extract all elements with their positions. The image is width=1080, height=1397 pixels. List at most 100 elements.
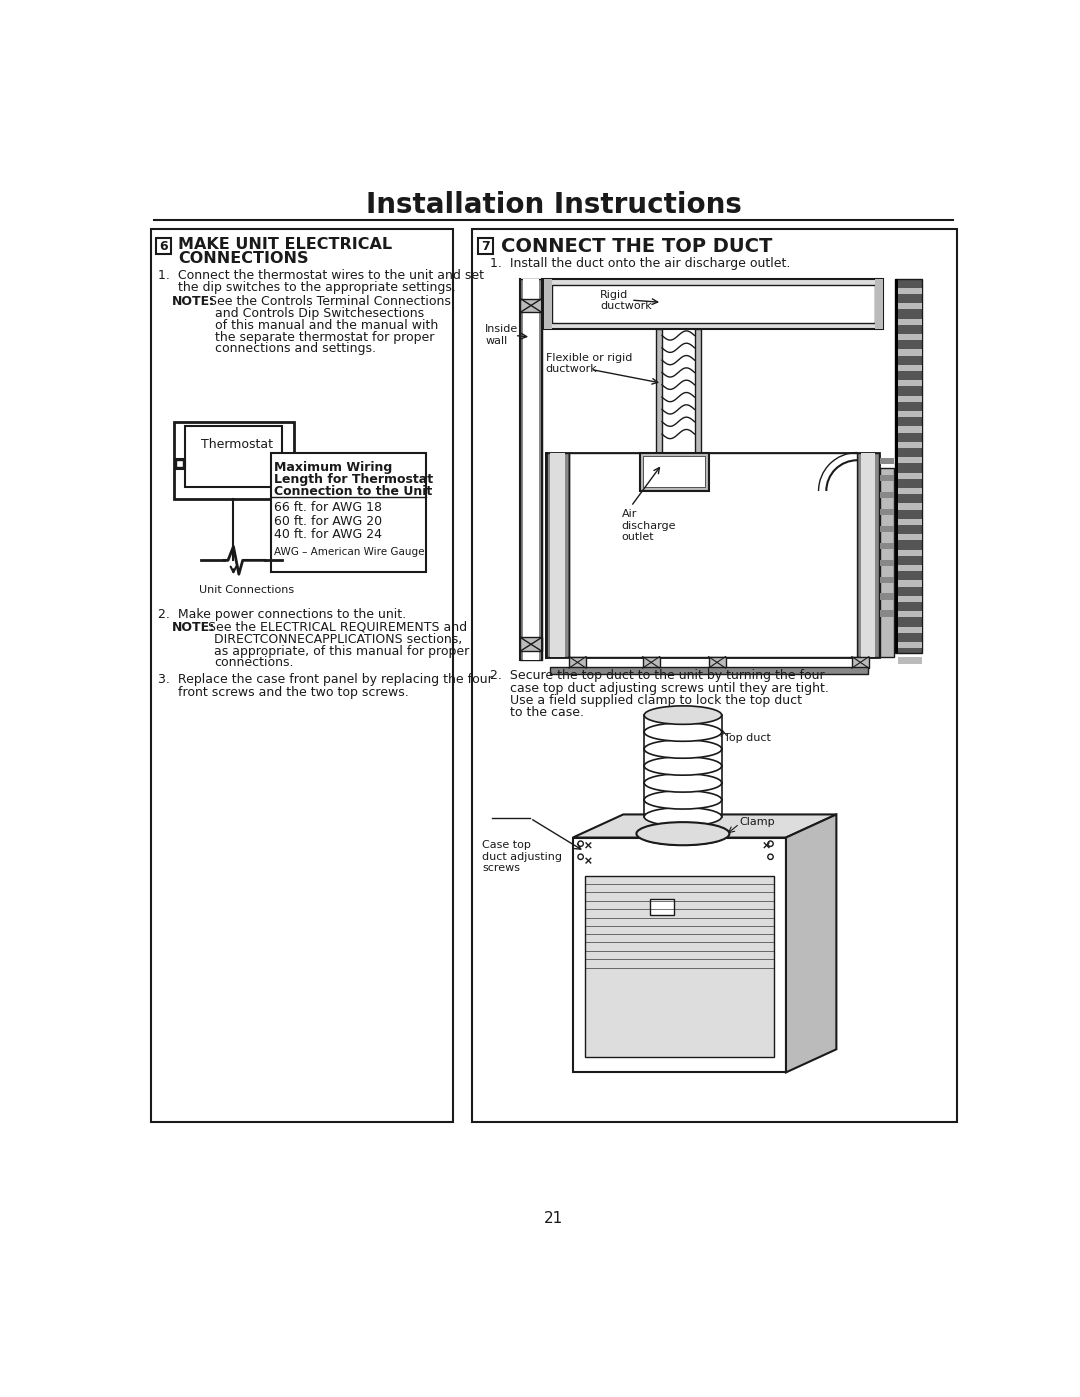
Bar [852,657,869,668]
Text: ductwork: ductwork [600,302,651,312]
Text: See the ELECTRICAL REQUIREMENTS and: See the ELECTRICAL REQUIREMENTS and [207,620,467,634]
Text: wall: wall [485,335,508,346]
Bar [880,458,894,464]
Bar [897,580,921,587]
Bar [156,239,172,254]
Text: 66 ft. for AWG 18: 66 ft. for AWG 18 [274,502,382,514]
Circle shape [578,841,583,847]
Text: 3.  Replace the case front panel by replacing the four: 3. Replace the case front panel by repla… [159,673,492,686]
Bar [175,458,185,469]
Text: AWG – American Wire Gauge: AWG – American Wire Gauge [274,546,426,557]
Bar [897,426,921,433]
Bar [897,349,921,355]
Text: discharge: discharge [622,521,676,531]
Text: DIRECTCONNECAPPLICATIONS sections,: DIRECTCONNECAPPLICATIONS sections, [214,633,462,647]
Bar [897,488,921,495]
Bar [521,279,542,661]
Ellipse shape [644,722,721,742]
Text: connections.: connections. [214,657,294,669]
Text: Use a field supplied clamp to lock the top duct: Use a field supplied clamp to lock the t… [490,694,802,707]
Bar [897,288,921,293]
Bar [472,229,957,1122]
Ellipse shape [636,823,729,845]
Text: Air: Air [622,509,637,520]
Circle shape [768,841,773,847]
Text: 2.  Secure the top duct to the unit by turning the four: 2. Secure the top duct to the unit by tu… [490,669,824,682]
Text: Unit Connections: Unit Connections [200,584,295,595]
Text: case top duct adjusting screws until they are tight.: case top duct adjusting screws until the… [490,682,828,694]
Bar [545,453,879,657]
Text: front screws and the two top screws.: front screws and the two top screws. [159,686,409,698]
Bar [551,668,868,673]
Bar [897,534,921,541]
Circle shape [768,854,773,859]
Text: ductwork: ductwork [545,365,597,374]
Ellipse shape [644,740,721,759]
Bar [694,330,701,453]
Bar [643,657,660,668]
Text: 1.  Install the duct onto the air discharge outlet.: 1. Install the duct onto the air dischar… [490,257,791,271]
Bar [897,643,921,648]
Text: the separate thermostat for proper: the separate thermostat for proper [215,331,434,344]
Text: See the Controls Terminal Connections: See the Controls Terminal Connections [208,295,450,309]
Bar [897,334,921,339]
Bar [897,503,921,510]
Bar [897,595,921,602]
Bar [186,426,282,488]
Bar [897,380,921,387]
Bar [477,239,494,254]
Ellipse shape [644,807,721,826]
Bar [545,453,569,657]
Ellipse shape [644,757,721,775]
Text: Installation Instructions: Installation Instructions [365,190,742,218]
Text: of this manual and the manual with: of this manual and the manual with [215,319,438,332]
Text: Thermostat: Thermostat [201,439,273,451]
Bar [875,279,882,330]
Bar [858,453,879,657]
Bar [644,457,704,488]
Text: to the case.: to the case. [490,707,584,719]
Bar [897,411,921,418]
Text: 60 ft. for AWG 20: 60 ft. for AWG 20 [274,514,382,528]
Bar [897,610,921,617]
Bar [880,560,894,566]
Bar [650,900,674,915]
Bar [897,365,921,372]
Bar [880,594,894,599]
Text: Inside: Inside [485,324,518,334]
Text: Length for Thermostat: Length for Thermostat [274,474,434,486]
Text: Maximum Wiring: Maximum Wiring [274,461,393,475]
Bar [897,549,921,556]
Bar [521,299,542,313]
Text: as appropriate, of this manual for proper: as appropriate, of this manual for prope… [214,644,470,658]
Bar [897,564,921,571]
Text: NOTE:: NOTE: [172,620,215,634]
Text: connections and settings.: connections and settings. [215,342,376,355]
Text: Clamp: Clamp [740,817,775,827]
Text: outlet: outlet [622,532,654,542]
Text: and Controls Dip Switchesections: and Controls Dip Switchesections [215,307,424,320]
Text: Rigid: Rigid [600,289,629,300]
Bar [550,453,565,657]
Ellipse shape [644,705,721,725]
Bar [572,838,786,1073]
Text: CONNECT THE TOP DUCT: CONNECT THE TOP DUCT [501,236,772,256]
Bar [708,657,726,668]
Ellipse shape [640,826,726,844]
Bar [897,658,921,664]
Ellipse shape [644,791,721,809]
Bar [544,279,882,330]
Bar [894,279,921,652]
Text: 21: 21 [544,1211,563,1227]
Bar [861,453,875,657]
Bar [880,492,894,497]
Text: screws: screws [482,863,521,873]
Bar [894,279,897,652]
Bar [639,453,708,490]
Bar [897,395,921,402]
Bar [521,637,542,651]
Circle shape [578,854,583,859]
Bar [150,229,453,1122]
Bar [569,657,586,668]
Bar [584,876,774,1058]
